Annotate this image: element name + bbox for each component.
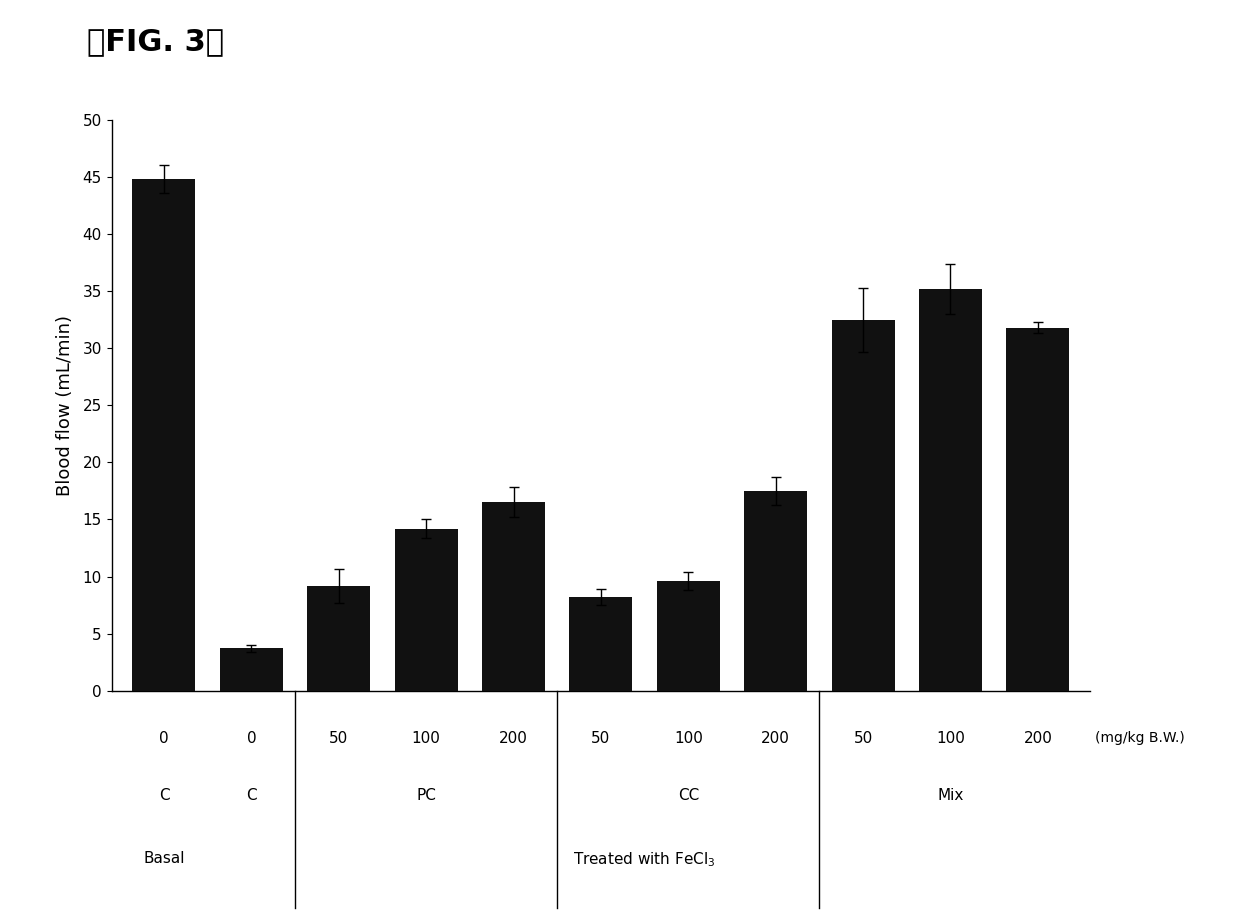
Bar: [745, 491, 807, 691]
Text: 200: 200: [499, 730, 528, 746]
Text: 100: 100: [935, 730, 965, 746]
Bar: [919, 289, 983, 691]
Text: 50: 50: [854, 730, 872, 746]
Bar: [482, 502, 545, 691]
Text: C: C: [159, 787, 170, 803]
Text: PC: PC: [416, 787, 436, 803]
Bar: [831, 320, 895, 691]
Y-axis label: Blood flow (mL/min): Blood flow (mL/min): [56, 315, 74, 495]
Text: 100: 100: [674, 730, 703, 746]
Bar: [133, 179, 196, 691]
Text: 50: 50: [330, 730, 348, 746]
Text: Treated with FeCl$_3$: Treated with FeCl$_3$: [574, 851, 716, 869]
Bar: [1006, 328, 1069, 691]
Text: 50: 50: [591, 730, 611, 746]
Text: 0: 0: [247, 730, 256, 746]
Text: Mix: Mix: [937, 787, 964, 803]
Text: C: C: [247, 787, 256, 803]
Text: Basal: Basal: [144, 851, 185, 866]
Text: 200: 200: [1023, 730, 1052, 746]
Bar: [395, 529, 457, 691]
Text: 0: 0: [159, 730, 169, 746]
Bar: [219, 648, 282, 691]
Text: 200: 200: [761, 730, 790, 746]
Bar: [657, 581, 720, 691]
Text: 【FIG. 3】: 【FIG. 3】: [87, 28, 224, 56]
Bar: [307, 586, 370, 691]
Text: 100: 100: [411, 730, 441, 746]
Bar: [570, 597, 632, 691]
Text: CC: CC: [678, 787, 699, 803]
Text: (mg/kg B.W.): (mg/kg B.W.): [1095, 730, 1184, 745]
